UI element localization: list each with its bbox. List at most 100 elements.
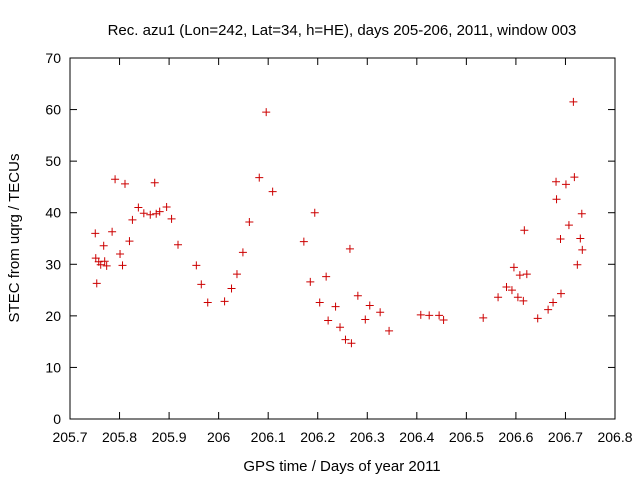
data-point bbox=[310, 208, 319, 217]
data-point bbox=[494, 293, 503, 302]
data-point bbox=[220, 297, 229, 306]
data-point bbox=[347, 339, 356, 348]
data-point bbox=[227, 284, 236, 293]
data-point bbox=[299, 237, 308, 246]
data-point bbox=[108, 227, 117, 236]
data-point bbox=[522, 270, 531, 279]
y-tick-label: 30 bbox=[45, 256, 61, 272]
data-point bbox=[146, 210, 155, 219]
data-point bbox=[238, 248, 247, 257]
data-point bbox=[578, 245, 587, 254]
y-tick-label: 50 bbox=[45, 153, 61, 169]
data-point bbox=[507, 286, 516, 295]
data-point bbox=[556, 235, 565, 244]
data-point bbox=[167, 214, 176, 223]
x-tick-label: 206.7 bbox=[548, 429, 583, 445]
y-tick-labels: 0 10 20 30 40 50 60 70 bbox=[45, 50, 61, 427]
axis-ticks bbox=[69, 57, 616, 420]
x-tick-label: 206.4 bbox=[399, 429, 434, 445]
data-point bbox=[552, 195, 561, 204]
data-point bbox=[255, 173, 264, 182]
x-tick-labels: 205.7 205.8 205.9 206 206.1 206.2 206.3 206.4 20… bbox=[52, 429, 632, 445]
x-tick-label: 206.2 bbox=[300, 429, 335, 445]
data-point bbox=[509, 263, 518, 272]
data-point bbox=[91, 229, 100, 238]
data-point bbox=[336, 323, 345, 332]
data-point bbox=[376, 308, 385, 317]
data-point bbox=[116, 249, 125, 258]
y-tick-label: 10 bbox=[45, 359, 61, 375]
data-points bbox=[91, 97, 587, 348]
data-point bbox=[353, 291, 362, 300]
data-point bbox=[549, 298, 558, 307]
x-tick-label: 205.9 bbox=[152, 429, 187, 445]
data-point bbox=[152, 209, 161, 218]
data-point bbox=[134, 203, 143, 212]
data-point bbox=[425, 311, 434, 320]
data-point bbox=[118, 261, 127, 270]
data-point bbox=[128, 215, 137, 224]
data-point bbox=[125, 237, 134, 246]
data-point bbox=[322, 272, 331, 281]
data-point bbox=[361, 315, 370, 324]
data-point bbox=[324, 316, 333, 325]
y-tick-label: 40 bbox=[45, 205, 61, 221]
y-axis-label: STEC from uqrg / TECUs bbox=[6, 154, 23, 323]
x-tick-label: 205.7 bbox=[52, 429, 87, 445]
data-point bbox=[331, 302, 340, 311]
y-tick-label: 60 bbox=[45, 102, 61, 118]
data-point bbox=[120, 179, 129, 188]
x-tick-label: 206.8 bbox=[597, 429, 632, 445]
data-point bbox=[577, 209, 586, 218]
data-point bbox=[576, 234, 585, 243]
data-point bbox=[570, 173, 579, 182]
data-point bbox=[111, 175, 120, 184]
x-axis-label: GPS time / Days of year 2011 bbox=[243, 458, 440, 475]
data-point bbox=[502, 282, 511, 291]
data-point bbox=[345, 244, 354, 253]
data-point bbox=[232, 270, 241, 279]
data-point bbox=[564, 221, 573, 230]
data-point bbox=[513, 293, 522, 302]
data-point bbox=[150, 178, 159, 187]
data-point bbox=[174, 240, 183, 249]
data-point bbox=[100, 257, 109, 266]
y-tick-label: 20 bbox=[45, 308, 61, 324]
data-point bbox=[197, 280, 206, 289]
data-point bbox=[96, 260, 105, 269]
data-point bbox=[416, 310, 425, 319]
data-point bbox=[533, 314, 542, 323]
data-point bbox=[262, 108, 271, 117]
x-tick-label: 206.1 bbox=[251, 429, 286, 445]
data-point bbox=[435, 311, 444, 320]
data-point bbox=[155, 207, 164, 216]
x-tick-label: 206 bbox=[207, 429, 231, 445]
data-point bbox=[552, 177, 561, 186]
data-point bbox=[519, 296, 528, 305]
data-point bbox=[162, 203, 171, 212]
y-tick-label: 0 bbox=[53, 411, 61, 427]
data-point bbox=[102, 261, 111, 270]
x-tick-label: 205.8 bbox=[102, 429, 137, 445]
data-point bbox=[479, 313, 488, 322]
x-tick-label: 206.5 bbox=[449, 429, 484, 445]
data-point bbox=[515, 271, 524, 280]
data-point bbox=[573, 260, 582, 269]
data-point bbox=[569, 97, 578, 106]
data-point bbox=[245, 217, 254, 226]
data-point bbox=[99, 241, 108, 250]
data-point bbox=[315, 298, 324, 307]
data-point bbox=[306, 277, 315, 286]
data-point bbox=[385, 326, 394, 335]
data-point bbox=[365, 301, 374, 310]
data-point bbox=[561, 180, 570, 189]
data-point bbox=[139, 209, 148, 218]
y-tick-label: 70 bbox=[45, 50, 61, 66]
data-point bbox=[544, 305, 553, 314]
data-point bbox=[341, 335, 350, 344]
data-point bbox=[439, 315, 448, 324]
data-point bbox=[556, 289, 565, 298]
data-point bbox=[520, 226, 529, 235]
x-tick-label: 206.3 bbox=[350, 429, 385, 445]
